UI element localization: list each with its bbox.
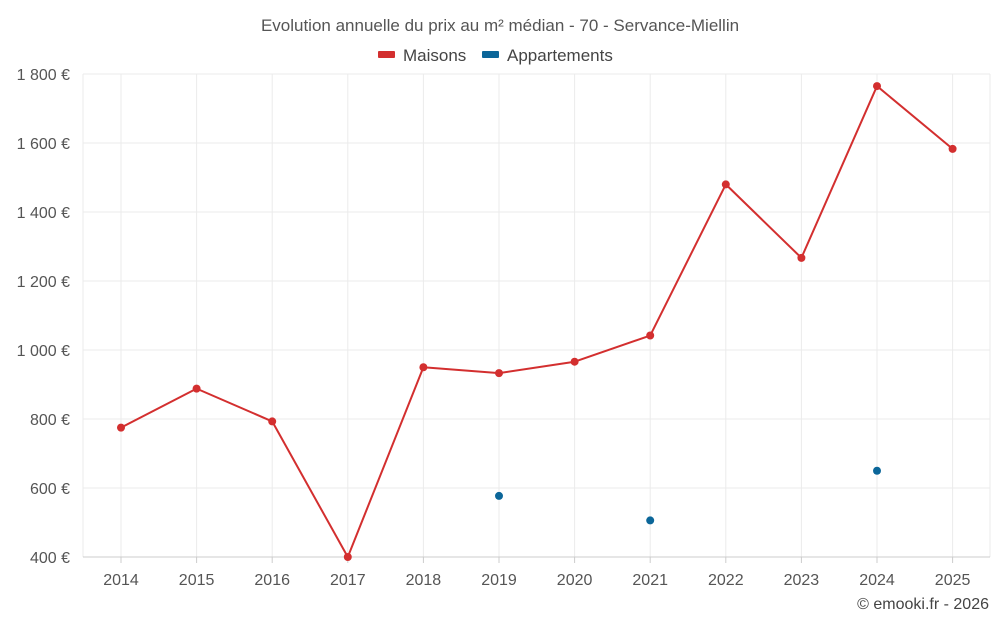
y-tick-label: 800 € (30, 412, 70, 429)
x-tick-label: 2020 (557, 572, 593, 589)
series-line-segment-maisons (498, 360, 576, 375)
x-tick-label: 2021 (632, 572, 668, 589)
series-line-segment-maisons (573, 334, 652, 363)
legend-item-appartements[interactable]: Appartements (482, 46, 613, 65)
data-point-maisons[interactable] (268, 417, 277, 426)
series-line-segment-maisons (800, 85, 878, 259)
data-point-appartements[interactable] (873, 466, 881, 475)
series-line-segment-maisons (120, 387, 198, 429)
chart-title: Evolution annuelle du prix au m² médian … (261, 16, 739, 35)
legend-label-appartements: Appartements (507, 46, 613, 65)
data-point-appartements[interactable] (646, 516, 655, 525)
x-tick-label: 2022 (708, 572, 744, 589)
data-point-maisons[interactable] (948, 144, 957, 153)
x-tick-label: 2024 (859, 572, 895, 589)
data-point-maisons[interactable] (646, 331, 655, 340)
x-tick-label: 2015 (179, 572, 215, 589)
axes: 400 € 600 € 800 € 1 000 € 1 200 € 1 400 € 1 60… (17, 67, 990, 589)
series-line-segment-maisons (271, 420, 349, 558)
series-line-segment-maisons (195, 387, 274, 423)
y-tick-label: 600 € (30, 481, 70, 498)
data-point-maisons[interactable] (192, 384, 201, 393)
x-tick-label: 2019 (481, 572, 517, 589)
legend-swatch-appartements (482, 51, 499, 58)
series-maisons (117, 82, 957, 561)
copyright-credit: © emooki.fr - 2026 (857, 596, 989, 613)
series-line-segment-maisons (649, 183, 727, 337)
legend-label-maisons: Maisons (403, 46, 466, 65)
grid (82, 73, 991, 557)
data-point-maisons[interactable] (117, 423, 125, 432)
x-tick-label: 2023 (784, 572, 820, 589)
x-tick-label: 2018 (406, 572, 442, 589)
y-tick-label: 1 600 € (17, 136, 70, 153)
data-point-appartements[interactable] (495, 491, 503, 500)
series (117, 82, 957, 561)
legend-item-maisons[interactable]: Maisons (378, 46, 466, 65)
y-tick-label: 400 € (30, 550, 70, 567)
data-point-maisons[interactable] (495, 369, 503, 378)
y-tick-label: 1 000 € (17, 343, 70, 360)
data-point-maisons[interactable] (797, 253, 806, 262)
x-tick-label: 2016 (254, 572, 290, 589)
x-tick-label: 2017 (330, 572, 366, 589)
data-point-maisons[interactable] (343, 553, 352, 561)
legend-swatch-maisons (378, 51, 395, 58)
data-point-maisons[interactable] (721, 180, 730, 189)
y-tick-label: 1 800 € (17, 67, 70, 84)
x-tick-label: 2025 (935, 572, 971, 589)
series-line-segment-maisons (876, 85, 954, 150)
data-point-maisons[interactable] (570, 357, 579, 366)
legend: Maisons Appartements (378, 46, 613, 65)
series-line-segment-maisons (346, 366, 425, 558)
data-point-maisons[interactable] (419, 363, 428, 372)
series-line-segment-maisons (724, 183, 803, 259)
series-appartements (495, 466, 881, 525)
data-point-maisons[interactable] (873, 82, 881, 91)
series-line-segment-maisons (422, 366, 500, 375)
x-tick-label: 2014 (103, 572, 139, 589)
y-tick-label: 1 200 € (17, 274, 70, 291)
y-tick-label: 1 400 € (17, 205, 70, 222)
